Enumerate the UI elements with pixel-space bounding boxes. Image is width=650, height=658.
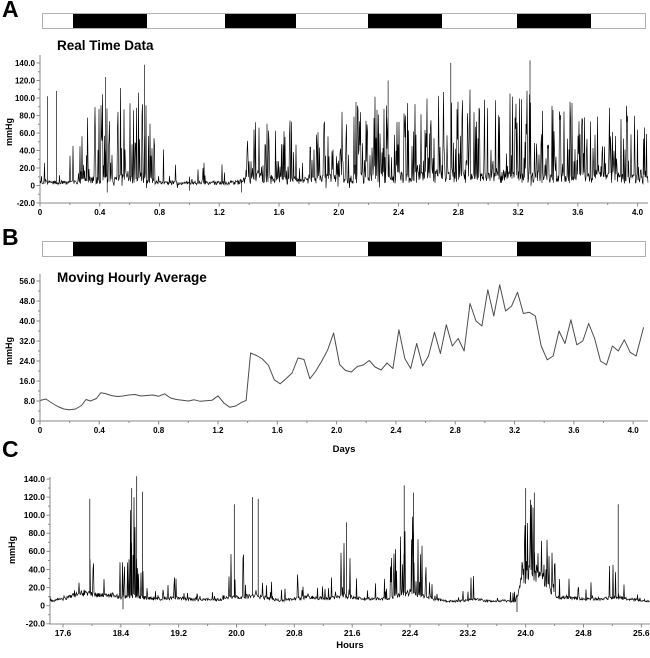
y-tick-label: 120.0	[24, 492, 46, 502]
x-tick-label: 4.0	[628, 426, 640, 435]
y-tick-label: 16.0	[19, 377, 35, 386]
dark-phase-segment	[516, 242, 592, 256]
y-tick-label: 60.0	[19, 129, 35, 138]
panel-b-xlabel: Days	[332, 444, 356, 455]
y-tick-label: 80.0	[28, 528, 45, 538]
y-tick-label: 32.0	[19, 337, 35, 346]
panel-b-label: B	[2, 224, 19, 250]
x-tick-label: 2.8	[450, 426, 462, 435]
x-tick-label: 1.6	[273, 208, 285, 217]
y-tick-label: 20.0	[19, 164, 35, 173]
x-tick-label: 1.6	[272, 426, 284, 435]
y-tick-label: 40.0	[19, 317, 35, 326]
x-tick-label: 22.4	[402, 628, 419, 638]
x-tick-label: 3.2	[512, 208, 524, 217]
panel-a-plot: 0 0.4 0.8 1.2 1.6 2.0 2.4 2.8 3.2 3.6 4.0 140.0 120.…	[15, 55, 649, 217]
x-tick-label: 0.4	[94, 426, 106, 435]
dark-phase-segment	[224, 242, 297, 256]
raw-data-trace	[39, 60, 649, 193]
x-tick-label: 20.0	[228, 628, 245, 638]
x-tick-label: 0.8	[154, 208, 166, 217]
y-tick-label: 140.0	[15, 59, 36, 68]
y-tick-label: 40.0	[19, 146, 35, 155]
x-tick-label: 2.4	[390, 426, 402, 435]
y-tick-label: 24.0	[19, 357, 35, 366]
x-tick-label: 0.4	[94, 208, 106, 217]
dark-phase-segment	[367, 14, 443, 28]
x-tick-label: 18.4	[113, 628, 130, 638]
dark-phase-segment	[72, 14, 148, 28]
x-tick-label: 0	[38, 426, 43, 435]
y-tick-label: 100.0	[15, 94, 36, 103]
x-tick-label: 4.0	[632, 208, 644, 217]
axis-lines	[39, 274, 648, 422]
y-tick-label: -20.0	[17, 199, 36, 208]
y-tick-label: 8.0	[24, 397, 36, 406]
x-tick-label: 25.6	[633, 628, 650, 638]
lightdark-bar-a	[42, 13, 646, 29]
x-tick-label: 2.0	[331, 426, 343, 435]
x-tick-label: 20.8	[286, 628, 303, 638]
x-tick-label: 2.8	[453, 208, 465, 217]
x-tick-label: 19.2	[170, 628, 187, 638]
y-tick-label: 120.0	[15, 76, 36, 85]
x-tick-label: 21.6	[344, 628, 361, 638]
panel-c-plot: 17.6 18.4 19.2 20.0 20.8 21.6 22.4 23.2 24.0 24.8…	[24, 474, 650, 638]
panel-c-xlabel: Hours	[336, 640, 364, 651]
panel-b-plot: 0 0.4 0.8 1.2 1.6 2.0 2.4 2.8 3.2 3.6 4.0 56.0 48.0 4…	[19, 274, 648, 435]
dark-phase-segment	[367, 242, 443, 256]
x-tick-label: 3.6	[572, 208, 584, 217]
y-tick-label: 100.0	[24, 510, 46, 520]
y-tick-label: 0	[31, 417, 36, 426]
y-tick-label: 0	[31, 181, 36, 190]
y-tick-label: 20.0	[28, 582, 45, 592]
x-tick-label: 24.8	[575, 628, 592, 638]
y-tick-label: 60.0	[28, 546, 45, 556]
dark-phase-segment	[516, 14, 592, 28]
x-tick-label: 1.2	[212, 426, 224, 435]
y-tick-label: 48.0	[19, 297, 35, 306]
panel-a-title: Real Time Data	[57, 38, 154, 53]
x-tick-label: 0	[38, 208, 43, 217]
raw-data-trace	[49, 476, 650, 612]
lightdark-bar-b	[42, 241, 646, 257]
dark-phase-segment	[224, 14, 297, 28]
y-tick-label: 140.0	[24, 474, 46, 484]
x-tick-label: 2.4	[393, 208, 405, 217]
panel-b-title: Moving Hourly Average	[57, 270, 207, 285]
axis-lines	[49, 477, 650, 625]
x-tick-label: 0.8	[153, 426, 165, 435]
x-tick-label: 1.2	[214, 208, 226, 217]
y-tick-label: -20.0	[26, 619, 46, 629]
dark-phase-segment	[72, 242, 148, 256]
panel-c-label: C	[2, 436, 19, 462]
y-tick-label: 40.0	[28, 564, 45, 574]
panel-a-label: A	[2, 0, 19, 22]
x-tick-label: 3.2	[509, 426, 521, 435]
x-tick-label: 24.0	[517, 628, 534, 638]
y-tick-label: 56.0	[19, 277, 35, 286]
y-tick-label: 80.0	[19, 111, 35, 120]
hourly-average-line	[39, 284, 645, 411]
x-tick-label: 17.6	[55, 628, 72, 638]
y-tick-label: 0	[40, 601, 45, 611]
x-tick-label: 23.2	[460, 628, 477, 638]
x-tick-label: 2.0	[333, 208, 345, 217]
x-tick-label: 3.6	[568, 426, 580, 435]
